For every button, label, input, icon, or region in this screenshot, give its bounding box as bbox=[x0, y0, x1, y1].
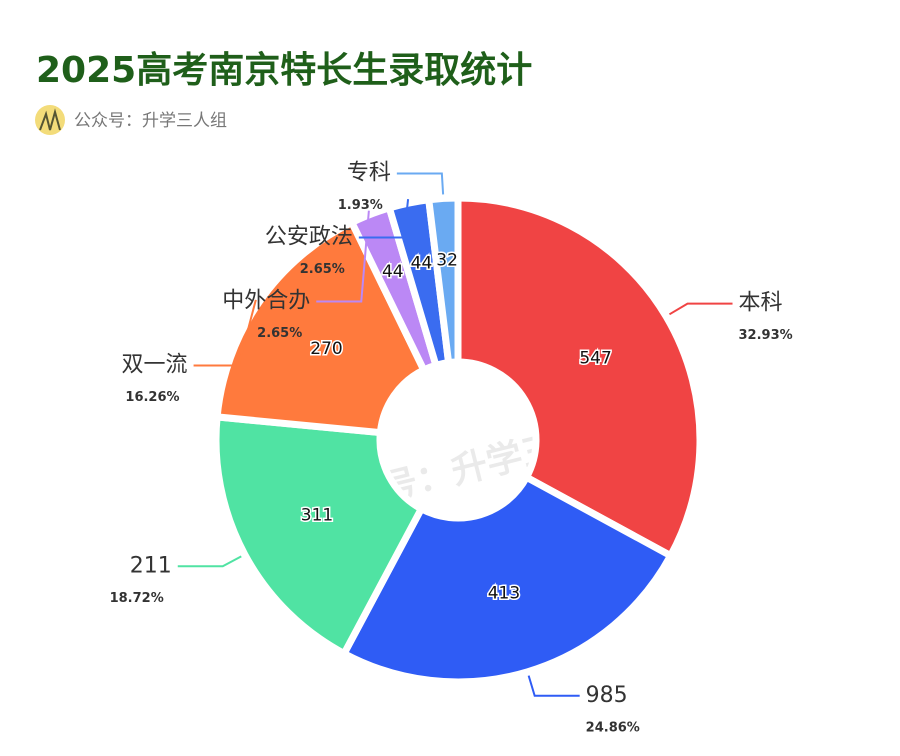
donut-slice bbox=[424, 194, 462, 367]
donut-slice bbox=[212, 413, 427, 659]
donut-slice bbox=[339, 472, 676, 686]
leader-line bbox=[668, 302, 733, 316]
avatar-icon bbox=[39, 108, 61, 131]
leader-line bbox=[177, 555, 242, 568]
category-label: 公安政法 bbox=[265, 224, 353, 249]
leader-line bbox=[193, 299, 257, 367]
leader-line bbox=[358, 199, 410, 239]
value-label: 547 bbox=[579, 348, 611, 368]
category-label: 本科 bbox=[739, 291, 783, 316]
percent-label: 32.93% bbox=[739, 328, 793, 343]
percent-label: 1.93% bbox=[338, 198, 383, 213]
category-label: 985 bbox=[586, 683, 628, 708]
avatar bbox=[35, 105, 65, 135]
value-label: 44 bbox=[411, 254, 433, 274]
category-label: 中外合办 bbox=[222, 288, 310, 313]
percent-label: 2.65% bbox=[300, 262, 345, 277]
donut-slice bbox=[213, 217, 429, 437]
percent-label: 2.65% bbox=[257, 326, 302, 341]
subtitle: 公众号：升学三人组 bbox=[74, 111, 227, 131]
value-label: 311 bbox=[301, 506, 333, 526]
value-label: 413 bbox=[488, 583, 520, 603]
leader-line bbox=[396, 172, 445, 195]
percent-label: 24.86% bbox=[586, 720, 640, 735]
donut-slice bbox=[454, 194, 704, 561]
category-label: 专科 bbox=[347, 160, 391, 185]
leader-line bbox=[527, 675, 580, 697]
category-label: 211 bbox=[130, 553, 172, 578]
chart-title: 2025高考南京特长生录取统计 bbox=[36, 49, 532, 91]
percent-label: 18.72% bbox=[110, 591, 164, 606]
leader-line bbox=[316, 210, 370, 303]
value-label: 44 bbox=[382, 262, 404, 282]
percent-label: 16.26% bbox=[125, 390, 179, 405]
category-label: 双一流 bbox=[122, 352, 188, 377]
value-label: 32 bbox=[436, 250, 458, 270]
value-label: 270 bbox=[310, 339, 342, 359]
